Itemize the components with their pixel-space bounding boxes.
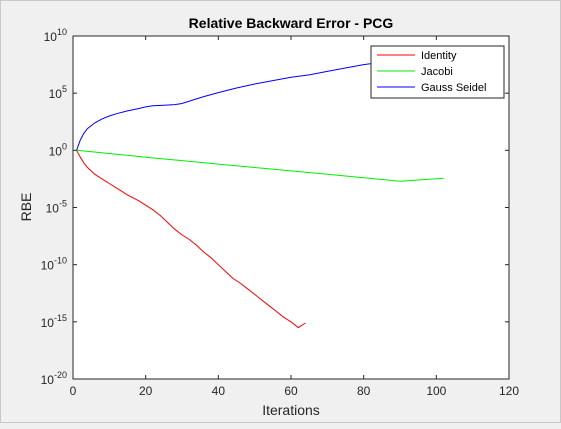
y-tick-exponent: -10 [54,256,67,266]
x-tick-label: 120 [499,384,519,398]
y-tick-base: 10 [41,316,55,330]
y-tick-base: 10 [49,144,63,158]
y-axis-label: RBE [18,193,34,222]
series-line-identity [76,150,306,329]
y-tick-label: 1010 [44,27,67,44]
y-tick-base: 10 [41,373,55,387]
y-tick-label: 10-10 [41,256,67,273]
x-tick-label: 20 [139,384,153,398]
legend: Identity Jacobi Gauss Seidel [370,45,505,99]
y-tick-label: 105 [49,84,67,101]
y-tick-base: 10 [46,202,60,216]
legend-entry: Gauss Seidel [421,82,486,94]
y-tick-exponent: 0 [62,141,67,151]
x-tick-label: 40 [212,384,226,398]
x-axis: 0 20 40 60 80 100 120 [70,36,519,398]
legend-entry: Identity [421,50,457,62]
y-tick-exponent: -20 [54,370,67,380]
chart-title: Relative Backward Error - PCG [189,15,394,31]
x-tick-label: 80 [357,384,371,398]
series-line-gauss-seidel [76,60,393,151]
y-tick-exponent: 5 [62,84,67,94]
series-line-jacobi [76,149,444,182]
y-tick-base: 10 [49,87,63,101]
y-tick-label: 10-20 [41,370,67,387]
y-tick-label: 10-5 [46,199,67,216]
y-tick-base: 10 [41,259,55,273]
y-tick-exponent: 10 [57,27,67,37]
legend-entry: Jacobi [421,66,453,78]
y-tick-label: 100 [49,141,67,158]
y-tick-exponent: -15 [54,313,67,323]
y-tick-exponent: -5 [59,199,67,209]
y-tick-label: 10-15 [41,313,67,330]
x-tick-label: 100 [426,384,446,398]
x-axis-label: Iterations [262,402,320,418]
y-tick-base: 10 [44,30,58,44]
x-tick-label: 60 [284,384,298,398]
x-tick-label: 0 [70,384,77,398]
series-lines [76,60,444,329]
